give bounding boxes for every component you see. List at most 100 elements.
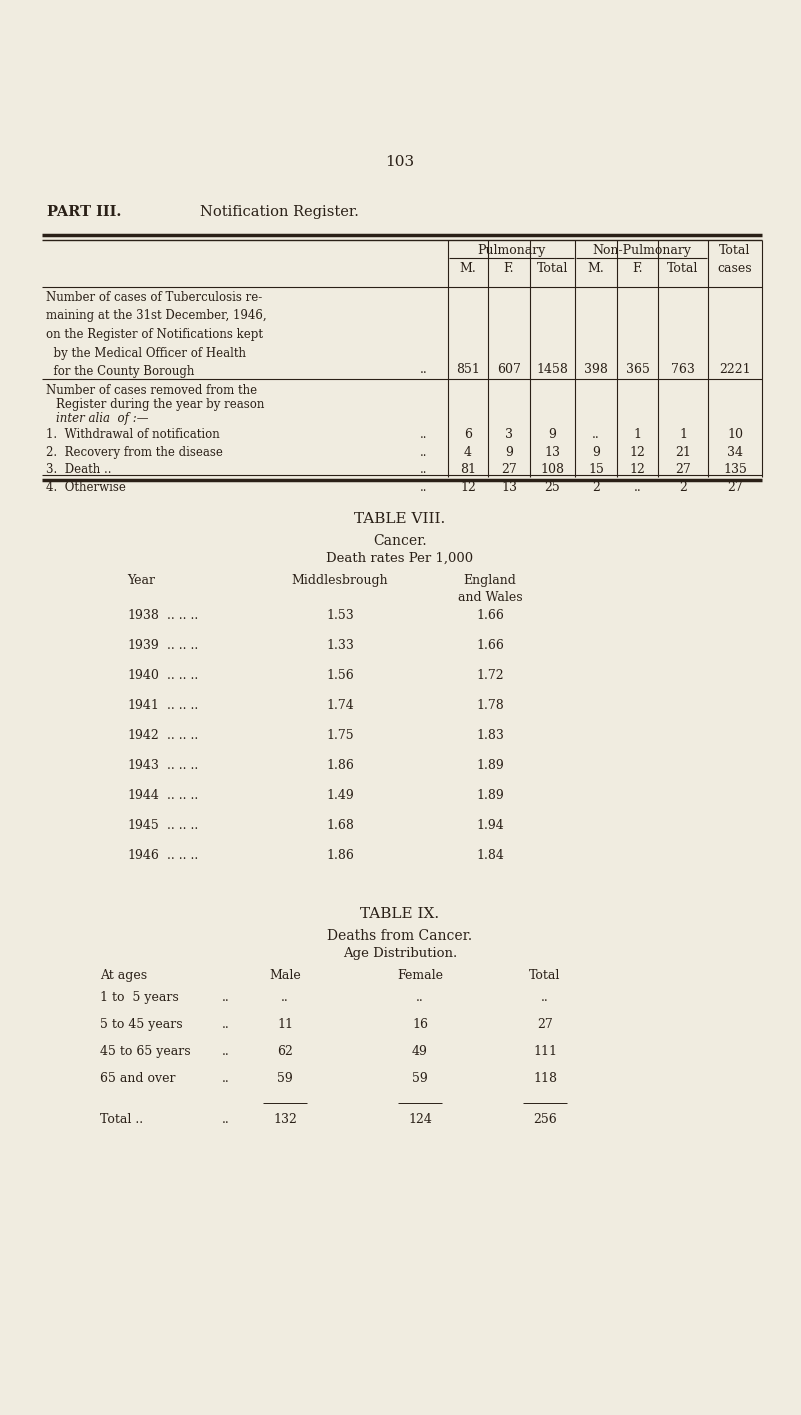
Text: 1.49: 1.49 (326, 790, 354, 802)
Text: ..: .. (420, 364, 428, 376)
Text: 13: 13 (545, 446, 561, 458)
Text: M.: M. (460, 262, 477, 275)
Text: 1.78: 1.78 (476, 699, 504, 712)
Text: 34: 34 (727, 446, 743, 458)
Text: 135: 135 (723, 463, 747, 477)
Text: PART III.: PART III. (47, 205, 122, 219)
Text: Deaths from Cancer.: Deaths from Cancer. (328, 930, 473, 942)
Text: 1939: 1939 (127, 640, 159, 652)
Text: 9: 9 (549, 429, 557, 441)
Text: Cancer.: Cancer. (373, 533, 427, 548)
Text: Notification Register.: Notification Register. (200, 205, 359, 219)
Text: ..: .. (420, 446, 428, 458)
Text: 65 and over: 65 and over (100, 1073, 175, 1085)
Text: 1: 1 (634, 429, 642, 441)
Text: 1944: 1944 (127, 790, 159, 802)
Text: 1938: 1938 (127, 608, 159, 623)
Text: 27: 27 (537, 1017, 553, 1032)
Text: ..: .. (281, 990, 289, 1005)
Text: Total: Total (667, 262, 698, 275)
Text: 1.53: 1.53 (326, 608, 354, 623)
Text: 27: 27 (675, 463, 691, 477)
Text: 1.33: 1.33 (326, 640, 354, 652)
Text: 1942: 1942 (127, 729, 159, 741)
Text: ..: .. (222, 1073, 230, 1085)
Text: 59: 59 (413, 1073, 428, 1085)
Text: 45 to 65 years: 45 to 65 years (100, 1046, 191, 1058)
Text: 62: 62 (277, 1046, 293, 1058)
Text: 16: 16 (412, 1017, 428, 1032)
Text: ..: .. (541, 990, 549, 1005)
Text: 108: 108 (541, 463, 565, 477)
Text: 12: 12 (630, 446, 646, 458)
Text: 4.  Otherwise: 4. Otherwise (46, 481, 126, 494)
Text: ..: .. (222, 1114, 230, 1126)
Text: ..: .. (420, 481, 428, 494)
Text: 2221: 2221 (719, 364, 751, 376)
Text: 607: 607 (497, 364, 521, 376)
Text: At ages: At ages (100, 969, 147, 982)
Text: Total
cases: Total cases (718, 243, 752, 275)
Text: 1.86: 1.86 (326, 849, 354, 862)
Text: 1.89: 1.89 (476, 790, 504, 802)
Text: Middlesbrough: Middlesbrough (292, 574, 388, 587)
Text: Total ..: Total .. (100, 1114, 143, 1126)
Text: inter alia  of :—: inter alia of :— (56, 412, 148, 426)
Text: Total: Total (529, 969, 561, 982)
Text: 49: 49 (412, 1046, 428, 1058)
Text: 1946: 1946 (127, 849, 159, 862)
Text: 1.94: 1.94 (476, 819, 504, 832)
Text: F.: F. (504, 262, 514, 275)
Text: 1940: 1940 (127, 669, 159, 682)
Text: 9: 9 (505, 446, 513, 458)
Text: Register during the year by reason: Register during the year by reason (56, 398, 264, 412)
Text: 256: 256 (533, 1114, 557, 1126)
Text: ..: .. (222, 1046, 230, 1058)
Text: 118: 118 (533, 1073, 557, 1085)
Text: 111: 111 (533, 1046, 557, 1058)
Text: 1.84: 1.84 (476, 849, 504, 862)
Text: 132: 132 (273, 1114, 297, 1126)
Text: 27: 27 (727, 481, 743, 494)
Text: 1 to  5 years: 1 to 5 years (100, 990, 179, 1005)
Text: 11: 11 (277, 1017, 293, 1032)
Text: F.: F. (632, 262, 642, 275)
Text: 4: 4 (464, 446, 472, 458)
Text: 398: 398 (584, 364, 608, 376)
Text: M.: M. (588, 262, 605, 275)
Text: 1458: 1458 (537, 364, 569, 376)
Text: 15: 15 (588, 463, 604, 477)
Text: 13: 13 (501, 481, 517, 494)
Text: Death rates Per 1,000: Death rates Per 1,000 (327, 552, 473, 565)
Text: 3: 3 (505, 429, 513, 441)
Text: 59: 59 (277, 1073, 293, 1085)
Text: .. .. ..: .. .. .. (167, 790, 199, 802)
Text: 10: 10 (727, 429, 743, 441)
Text: 1.68: 1.68 (326, 819, 354, 832)
Text: 6: 6 (464, 429, 472, 441)
Text: ..: .. (592, 429, 600, 441)
Text: 12: 12 (460, 481, 476, 494)
Text: 1.66: 1.66 (476, 640, 504, 652)
Text: 2: 2 (679, 481, 687, 494)
Text: TABLE IX.: TABLE IX. (360, 907, 440, 921)
Text: 1.89: 1.89 (476, 758, 504, 773)
Text: Number of cases removed from the: Number of cases removed from the (46, 385, 257, 398)
Text: 1.86: 1.86 (326, 758, 354, 773)
Text: 124: 124 (408, 1114, 432, 1126)
Text: 21: 21 (675, 446, 691, 458)
Text: England
and Wales: England and Wales (457, 574, 522, 604)
Text: 851: 851 (456, 364, 480, 376)
Text: .. .. ..: .. .. .. (167, 729, 199, 741)
Text: 1.  Withdrawal of notification: 1. Withdrawal of notification (46, 429, 219, 441)
Text: ..: .. (222, 1017, 230, 1032)
Text: Total: Total (537, 262, 568, 275)
Text: .. .. ..: .. .. .. (167, 608, 199, 623)
Text: Male: Male (269, 969, 301, 982)
Text: 1.66: 1.66 (476, 608, 504, 623)
Text: 2: 2 (592, 481, 600, 494)
Text: ..: .. (634, 481, 642, 494)
Text: .. .. ..: .. .. .. (167, 849, 199, 862)
Text: 3.  Death ..: 3. Death .. (46, 463, 111, 477)
Text: .. .. ..: .. .. .. (167, 640, 199, 652)
